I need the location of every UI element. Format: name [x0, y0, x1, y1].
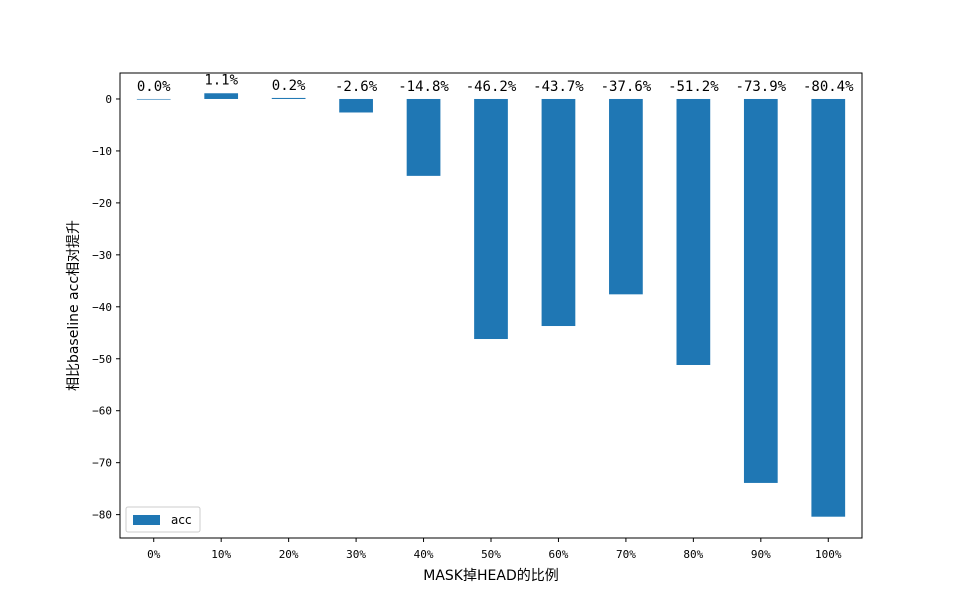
bar-90%: [743, 98, 778, 483]
bar-100%: [811, 98, 846, 517]
bars-group: [136, 93, 846, 517]
bar-40%: [406, 98, 441, 176]
x-tick-label: 90%: [751, 548, 771, 561]
y-tick-label: −80: [92, 509, 112, 522]
legend-box: [125, 506, 201, 533]
bar-50%: [474, 98, 508, 340]
data-label: 0.0%: [137, 79, 171, 95]
bar-20%: [271, 97, 306, 99]
bar-0%: [136, 98, 171, 100]
x-tick-label: 40%: [414, 548, 434, 561]
data-label: -43.7%: [533, 79, 584, 95]
legend: acc: [125, 506, 201, 533]
bar-30%: [339, 98, 373, 113]
y-tick-label: 0: [105, 93, 112, 106]
data-label: -2.6%: [335, 79, 378, 95]
bar-10%: [204, 93, 239, 99]
x-tick-label: 30%: [346, 548, 366, 561]
y-tick-label: −10: [92, 145, 112, 158]
y-tick-label: −40: [92, 301, 112, 314]
data-label: 1.1%: [204, 72, 238, 88]
data-label: 0.2%: [272, 78, 306, 94]
data-label: -80.4%: [803, 79, 854, 95]
x-tick-label: 10%: [211, 548, 231, 561]
y-tick-label: −50: [92, 353, 112, 366]
bar-60%: [541, 98, 576, 327]
data-label: -14.8%: [398, 79, 449, 95]
plot-frame: [119, 72, 863, 539]
x-tick-label: 100%: [815, 548, 842, 561]
data-label: -51.2%: [668, 79, 719, 95]
y-tick-label: −60: [92, 405, 112, 418]
y-axis-label: 相比baseline acc相对提升: [66, 220, 82, 391]
x-axis-label: MASK掉HEAD的比例: [423, 568, 558, 584]
x-tick-label: 80%: [683, 548, 703, 561]
x-axis: 0% 10% 20% 30% 40% 50% 60% 70% 80% 90% 100%: [147, 538, 842, 561]
y-tick-label: −20: [92, 197, 112, 210]
legend-swatch-acc: [133, 515, 160, 525]
data-label: -37.6%: [601, 79, 652, 95]
legend-label-acc: acc: [171, 513, 192, 527]
y-axis: 0 −10 −20 −30 −40 −50 −60 −70 −80: [92, 93, 120, 522]
y-tick-label: −30: [92, 249, 112, 262]
x-tick-label: 70%: [616, 548, 636, 561]
bar-80%: [676, 98, 711, 365]
x-tick-label: 50%: [481, 548, 501, 561]
x-tick-label: 0%: [147, 548, 161, 561]
y-tick-label: −70: [92, 457, 112, 470]
bar-70%: [609, 98, 643, 295]
x-tick-label: 60%: [549, 548, 569, 561]
x-tick-label: 20%: [279, 548, 299, 561]
data-label: -46.2%: [466, 79, 517, 95]
data-labels-group: 0.0% 1.1% 0.2% -2.6% -14.8% -46.2% -43.7% -37.6…: [137, 72, 854, 95]
data-label: -73.9%: [736, 79, 787, 95]
